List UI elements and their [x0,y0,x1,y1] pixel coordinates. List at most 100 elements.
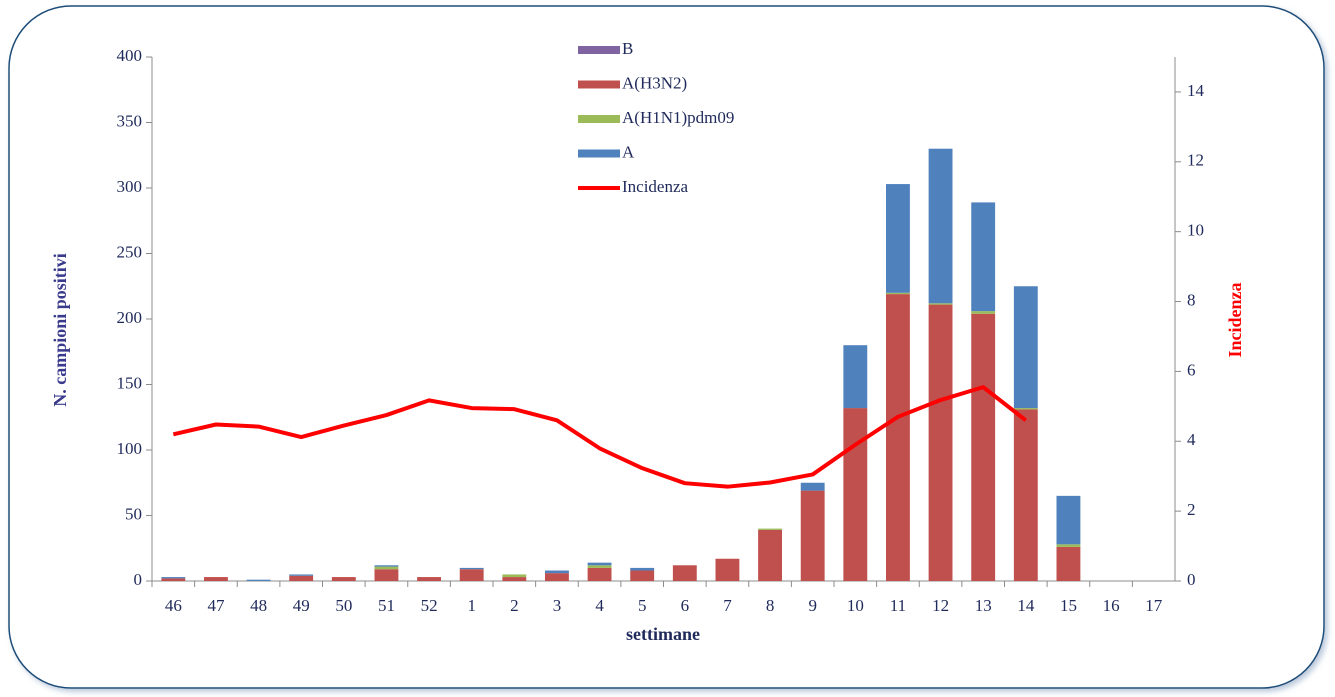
y-axis-title: N. campioni positivi [50,253,70,407]
y-tick-label: 200 [117,308,143,327]
x-tick-label: 6 [681,596,690,615]
x-tick-label: 50 [335,596,352,615]
x-tick-label: 15 [1060,596,1077,615]
bar [161,577,186,579]
y2-tick-label: 10 [1187,221,1204,240]
bar [758,528,782,530]
y-tick-label: 0 [134,570,143,589]
x-tick-label: 7 [723,596,732,615]
bar [758,529,782,581]
x-tick-label: 5 [638,596,647,615]
bar [715,558,740,581]
y-tick-label: 150 [117,373,143,392]
x-tick-label: 46 [165,596,182,615]
bar [971,313,996,581]
bar [1013,409,1038,581]
y-tick-label: 300 [117,177,143,196]
legend-label: A [622,142,635,161]
y2-tick-label: 2 [1187,500,1196,519]
bar [843,408,868,581]
bar [928,148,953,304]
y-tick-label: 250 [117,242,143,261]
bar [374,569,399,581]
legend-swatch [578,149,620,158]
bar [587,562,612,566]
bar [928,303,953,305]
x-tick-label: 48 [250,596,267,615]
bar [545,573,569,581]
bar [800,490,825,581]
x-tick-label: 10 [847,596,864,615]
bar [545,570,569,574]
x-tick-label: 9 [808,596,817,615]
bar [886,292,910,295]
x-tick-label: 2 [510,596,519,615]
x-tick-label: 49 [293,596,310,615]
x-tick-label: 4 [595,596,604,615]
bar [1013,286,1038,409]
x-tick-label: 17 [1145,596,1163,615]
frame [8,5,1325,689]
bar [886,184,910,293]
legend-label: B [622,39,633,58]
legend-label: A(H3N2) [622,73,687,92]
bar [672,565,697,581]
bar [246,579,271,581]
x-tick-label: 16 [1103,596,1120,615]
bar [928,304,953,581]
y2-tick-label: 4 [1187,430,1196,449]
y2-tick-label: 14 [1187,81,1205,100]
bar [417,577,441,581]
legend-swatch [578,46,620,54]
bar [886,294,910,581]
bar [331,577,356,581]
y-tick-label: 350 [117,111,143,130]
bar [204,577,228,581]
bar [587,567,612,581]
y2-tick-label: 0 [1187,570,1196,589]
bar [630,567,655,571]
y-tick-label: 100 [117,439,143,458]
x-tick-label: 3 [553,596,562,615]
y2-tick-label: 12 [1187,151,1204,170]
x-tick-label: 1 [467,596,476,615]
bar [459,569,484,581]
x-tick-label: 52 [421,596,438,615]
x-tick-label: 11 [890,596,906,615]
legend-swatch [578,80,620,89]
bar [374,565,399,567]
bar [502,574,527,578]
bar [374,566,399,570]
bar [587,565,612,568]
x-tick-label: 51 [378,596,395,615]
bar [1013,408,1038,410]
bar [800,482,825,491]
bar [289,575,314,581]
bar [1056,544,1081,547]
x-tick-label: 13 [975,596,992,615]
bar [502,577,527,581]
bar [1056,546,1081,581]
x-tick-label: 47 [207,596,225,615]
x-tick-label: 12 [932,596,949,615]
y2-tick-label: 6 [1187,360,1196,379]
bar [971,311,996,314]
bar [289,574,314,576]
line [172,385,1028,489]
bar [161,578,186,581]
bar [1056,495,1081,545]
legend-label: Incidenza [622,177,689,196]
y2-tick-label: 8 [1187,290,1196,309]
legend-swatch [578,115,620,123]
y-tick-label: 50 [125,504,142,523]
bar [843,345,868,409]
bar [459,567,484,570]
bar [971,202,996,312]
y2-axis-title: Incidenza [1225,282,1245,357]
bar [630,570,655,581]
x-tick-label: 14 [1017,596,1035,615]
legend-label: A(H1N1)pdm09 [622,108,734,127]
x-tick-label: 8 [766,596,775,615]
x-axis-title: settimane [626,624,700,644]
